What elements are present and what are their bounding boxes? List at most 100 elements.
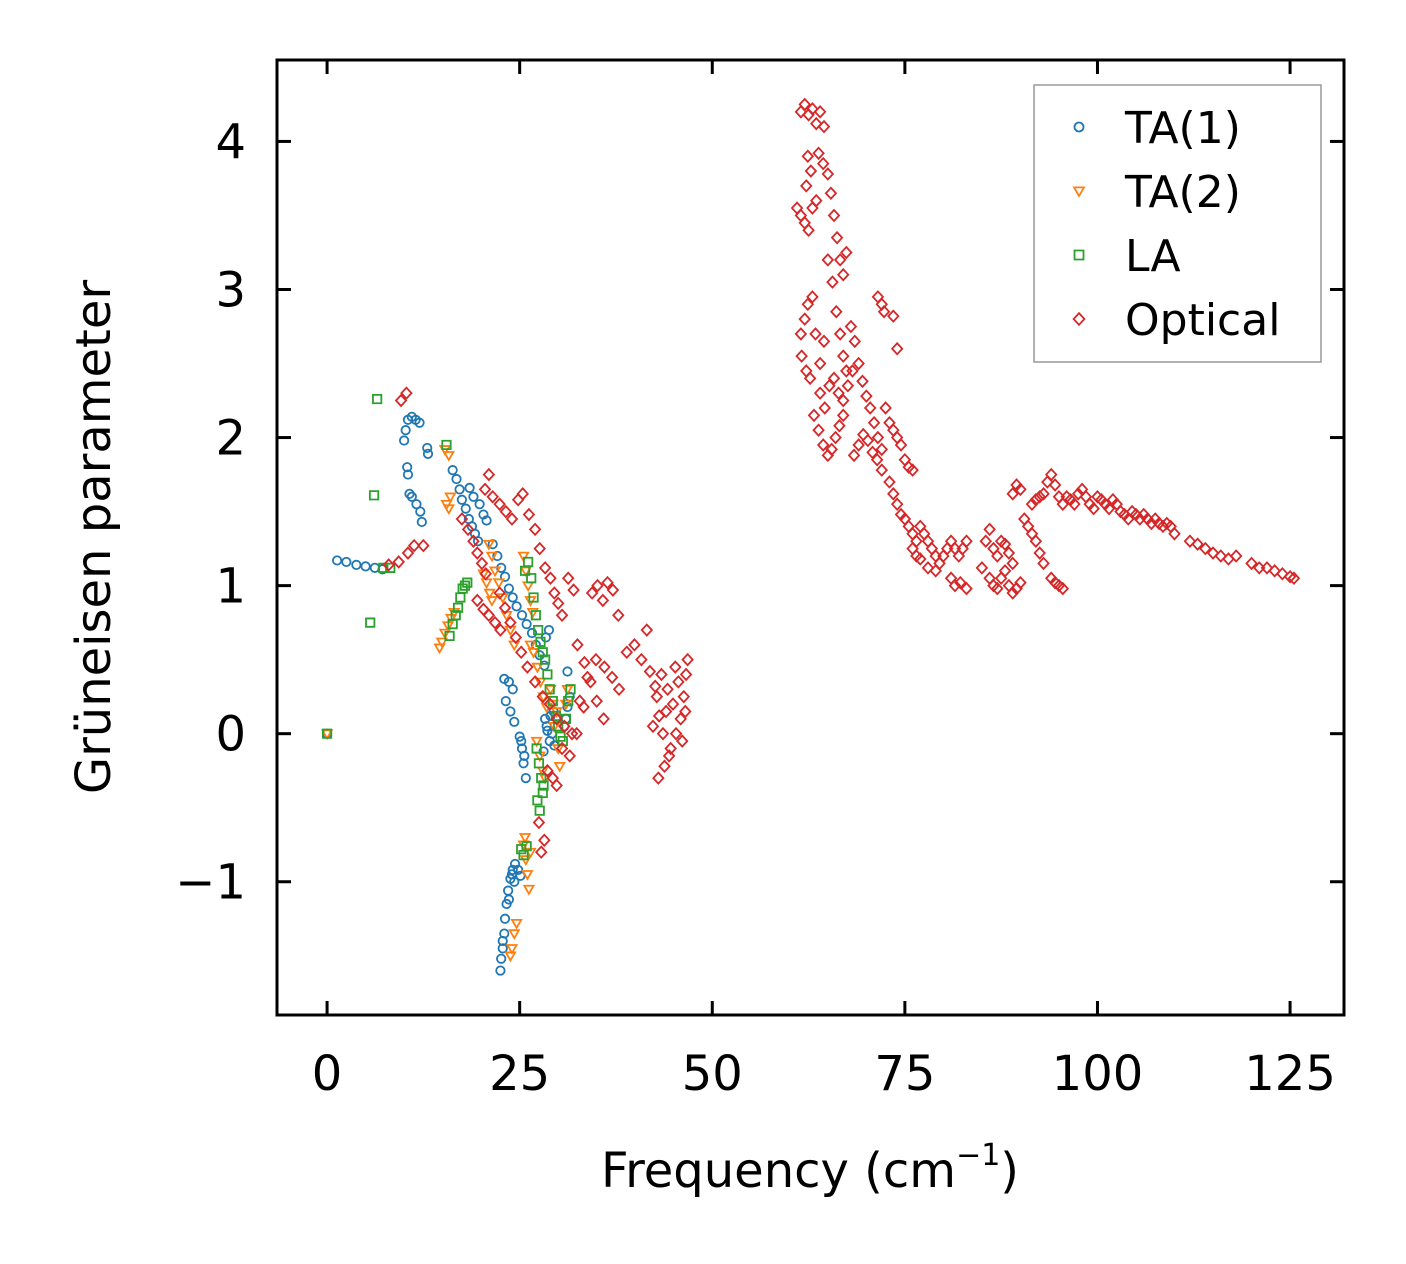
data-point <box>516 610 528 621</box>
data-point <box>887 423 900 437</box>
data-point <box>561 571 575 586</box>
data-point <box>790 201 804 215</box>
data-point <box>960 581 973 596</box>
plot-frame <box>275 58 1346 1017</box>
data-point <box>560 713 571 724</box>
data-point <box>534 845 548 859</box>
data-point <box>925 541 939 556</box>
data-point <box>987 541 1000 556</box>
data-point <box>481 515 492 526</box>
data-point <box>351 559 362 570</box>
data-point <box>817 119 831 134</box>
data-point <box>493 586 506 600</box>
data-point <box>531 662 544 674</box>
data-point <box>1033 546 1046 560</box>
data-point <box>827 208 841 223</box>
data-point <box>601 575 614 590</box>
data-point <box>917 527 931 541</box>
data-point <box>847 448 861 463</box>
y-tick-label: 0 <box>215 707 246 763</box>
data-point <box>1014 482 1027 497</box>
data-point <box>523 556 534 568</box>
data-point <box>674 712 687 726</box>
data-point <box>499 913 511 924</box>
data-point <box>550 778 563 793</box>
data-point <box>488 566 502 578</box>
data-point <box>331 555 343 566</box>
data-point <box>482 608 496 623</box>
data-point <box>840 245 853 260</box>
data-point <box>813 105 827 119</box>
data-point <box>567 583 580 597</box>
data-point <box>807 408 821 423</box>
data-point <box>877 304 891 319</box>
data-point <box>577 700 590 714</box>
data-point <box>829 430 842 445</box>
data-point <box>522 884 536 896</box>
data-point <box>979 534 993 548</box>
data-point <box>664 741 677 756</box>
data-point <box>799 179 813 193</box>
data-point <box>848 334 862 349</box>
data-point <box>543 697 556 711</box>
data-point <box>810 193 823 208</box>
data-point <box>591 578 604 593</box>
data-point <box>944 534 958 548</box>
data-point <box>544 571 557 586</box>
data-point <box>562 666 573 677</box>
data-point <box>461 522 475 537</box>
data-point <box>1068 497 1081 511</box>
data-point <box>1048 478 1062 492</box>
data-point <box>890 341 904 356</box>
data-point <box>519 750 530 761</box>
data-point <box>656 726 670 741</box>
data-point <box>454 484 465 495</box>
data-point <box>514 731 525 742</box>
data-point <box>1006 556 1019 571</box>
data-point <box>929 564 942 578</box>
data-point <box>795 349 808 363</box>
data-point <box>488 615 502 630</box>
x-tick-label: 50 <box>682 1046 743 1102</box>
data-point <box>879 401 892 415</box>
y-tick-label: 1 <box>215 559 246 615</box>
data-point <box>555 608 569 623</box>
y-tick-label: 3 <box>215 262 246 318</box>
data-point <box>836 349 850 363</box>
data-point <box>542 669 553 680</box>
data-point <box>479 566 493 581</box>
data-point <box>504 625 517 637</box>
data-point <box>475 556 489 571</box>
data-point <box>806 102 819 116</box>
x-tick-label: 0 <box>312 1046 343 1102</box>
y-axis-label: Grüneisen parameter <box>66 280 122 795</box>
data-point <box>883 475 896 489</box>
data-point <box>1037 487 1050 501</box>
data-point <box>533 624 544 636</box>
data-point <box>794 208 808 223</box>
data-point <box>365 617 376 628</box>
data-point <box>860 389 873 403</box>
data-point <box>497 935 508 947</box>
data-point <box>442 504 455 516</box>
data-point <box>1002 546 1016 560</box>
data-point <box>803 371 817 386</box>
data-point <box>857 427 870 442</box>
data-point <box>562 701 573 713</box>
data-point <box>799 364 813 378</box>
data-point <box>887 309 900 323</box>
data-point <box>794 327 808 341</box>
data-point <box>509 716 520 727</box>
data-point <box>954 575 967 590</box>
data-point <box>816 156 830 171</box>
data-point <box>550 712 563 726</box>
legend-marker <box>1072 186 1086 198</box>
data-point <box>1021 519 1035 534</box>
data-point <box>806 290 819 304</box>
x-tick-label: 25 <box>489 1046 550 1102</box>
data-point <box>399 435 410 446</box>
data-point <box>457 583 468 594</box>
data-point <box>1056 581 1070 596</box>
data-point <box>504 615 517 630</box>
data-point <box>1071 487 1085 501</box>
